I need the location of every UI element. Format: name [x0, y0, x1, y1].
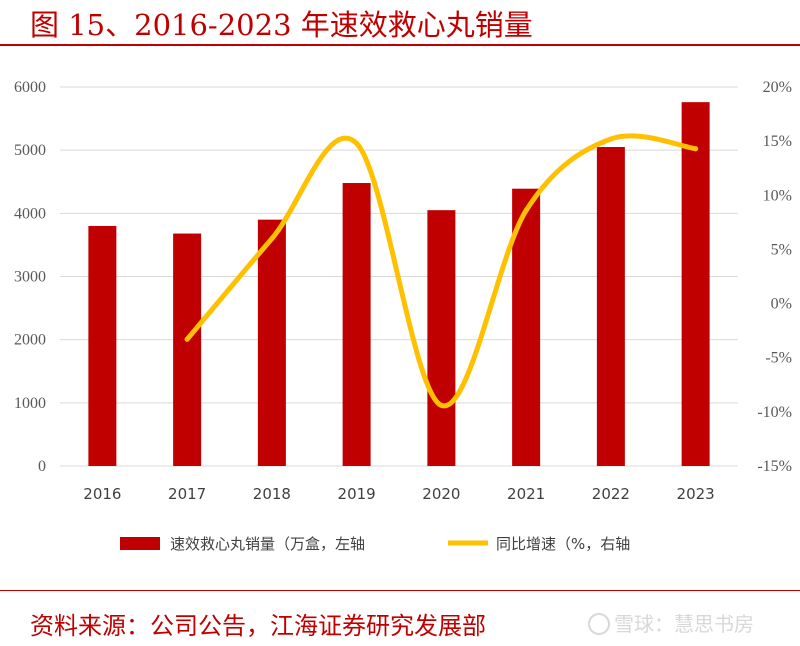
y-right-tick-label: 5% [771, 241, 792, 258]
y-right-tick-label: 15% [763, 133, 792, 150]
source-note: 资料来源：公司公告，江海证券研究发展部 [30, 612, 486, 640]
chart-title: 图 15、2016-2023 年速效救心丸销量 [30, 8, 533, 42]
y-right-tick-label: 0% [771, 296, 792, 313]
y-axis-left-ticks: 0 1000 2000 3000 4000 5000 6000 [14, 79, 46, 475]
growth-point [523, 207, 529, 213]
bar [173, 233, 202, 466]
x-tick-label: 2019 [338, 485, 376, 503]
x-tick-label: 2021 [507, 485, 545, 503]
x-tick-label: 2016 [83, 485, 121, 503]
footer-rule [0, 590, 800, 591]
bar [596, 147, 625, 466]
bar [427, 210, 456, 466]
grid-lines [60, 86, 738, 404]
y-left-tick-label: 5000 [14, 142, 46, 159]
watermark-text: 雪球：慧思书房 [614, 612, 754, 636]
x-tick-label: 2022 [592, 485, 630, 503]
growth-line [184, 133, 699, 409]
y-left-tick-label: 0 [38, 458, 46, 475]
snowball-logo-icon [588, 613, 610, 635]
growth-line-group [184, 133, 699, 409]
growth-point [184, 336, 190, 342]
y-right-tick-label: 10% [763, 187, 792, 204]
legend-label-bar: 速效救心丸销量（万盒，左轴 [170, 535, 365, 553]
bar [88, 225, 117, 466]
bar [681, 102, 710, 466]
title-rule [0, 44, 800, 46]
legend-label-line: 同比增速（%，右轴 [496, 535, 630, 553]
growth-point [269, 236, 275, 242]
growth-point [354, 140, 360, 146]
growth-point [608, 136, 614, 142]
x-tick-label: 2018 [253, 485, 291, 503]
bar [342, 183, 371, 466]
y-left-tick-label: 1000 [14, 395, 46, 412]
legend-swatch-bar [120, 537, 160, 550]
y-right-tick-label: -15% [757, 458, 792, 475]
growth-point [438, 402, 444, 408]
y-right-tick-label: 20% [763, 79, 792, 96]
x-tick-label: 2020 [422, 485, 460, 503]
chart-svg: 0 1000 2000 3000 4000 5000 6000 -15% -10% -5% 0% 5… [14, 79, 792, 553]
bar [257, 219, 286, 466]
y-left-tick-label: 4000 [14, 205, 46, 222]
growth-point [693, 146, 699, 152]
bars [88, 102, 710, 466]
legend: 速效救心丸销量（万盒，左轴 同比增速（%，右轴 [120, 535, 630, 553]
x-tick-label: 2023 [677, 485, 715, 503]
y-left-tick-label: 3000 [14, 269, 46, 286]
y-right-tick-label: -10% [757, 404, 792, 421]
x-axis-ticks: 2016 2017 2018 2019 2020 2021 2022 2023 [83, 485, 714, 503]
y-axis-right-ticks: -15% -10% -5% 0% 5% 10% 15% 20% [757, 79, 792, 475]
y-right-tick-label: -5% [765, 350, 792, 367]
x-tick-label: 2017 [168, 485, 206, 503]
y-left-tick-label: 6000 [14, 79, 46, 96]
watermark: 雪球：慧思书房 [588, 608, 754, 637]
y-left-tick-label: 2000 [14, 332, 46, 349]
